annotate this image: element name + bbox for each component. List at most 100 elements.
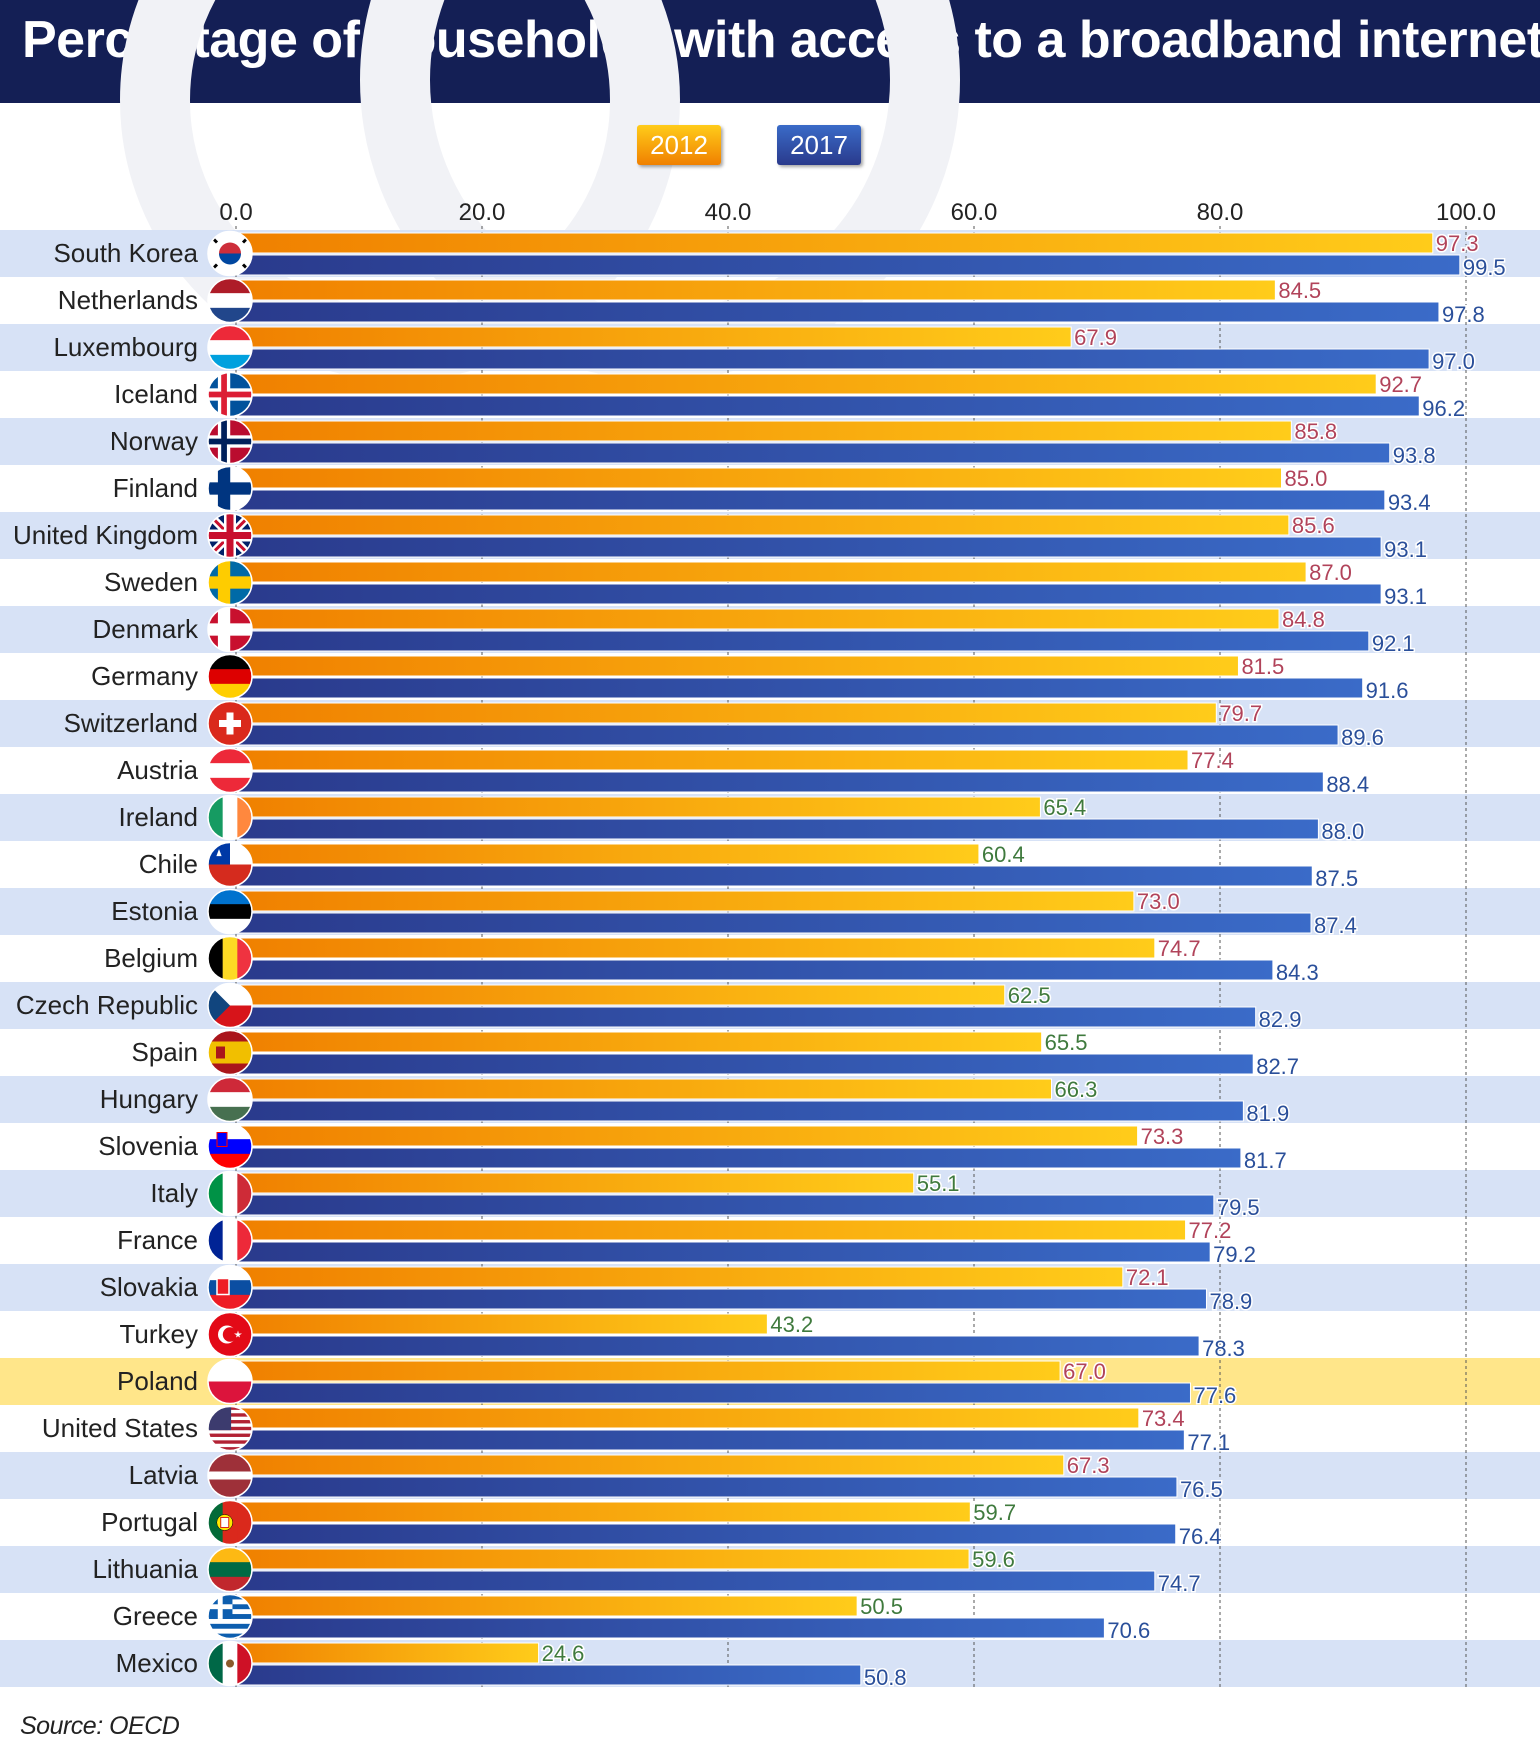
flag-rim (207, 559, 253, 606)
category-label: Finland (113, 473, 198, 503)
x-tick-label: 40.0 (705, 199, 752, 226)
category-label: Ireland (119, 802, 199, 832)
flag-body (208, 1406, 252, 1451)
bar-2017 (235, 1382, 1191, 1404)
flag-italy-icon (207, 1170, 253, 1217)
flag-stripe (208, 1628, 252, 1635)
flag-rim (207, 1029, 253, 1076)
flag-taeguk (219, 242, 241, 254)
category-label: Norway (110, 426, 198, 456)
flag-portugal-icon (207, 1499, 253, 1546)
bar-2017 (235, 1335, 1200, 1357)
flag-stripe (208, 1280, 252, 1296)
flag-stripe (208, 864, 252, 887)
flag-stripe (208, 1471, 252, 1480)
bar-2017 (235, 818, 1319, 840)
flag-stripe (208, 1500, 224, 1545)
category-label: Poland (117, 1366, 198, 1396)
category-label: Netherlands (58, 285, 198, 315)
value-label-2017: 93.1 (1384, 584, 1427, 609)
flag-rim (207, 606, 253, 653)
value-label-2012: 59.6 (972, 1547, 1015, 1572)
category-label: United States (42, 1413, 198, 1443)
value-label-2012: 81.5 (1241, 654, 1284, 679)
flag-austria-icon (207, 747, 253, 794)
flag-chile-icon (207, 841, 253, 888)
flag-body (208, 1359, 252, 1404)
value-label-2017: 89.6 (1341, 725, 1384, 750)
flag-stripe (208, 1171, 224, 1216)
bar-2012 (235, 467, 1282, 489)
flag-rim (207, 277, 253, 324)
category-label: Hungary (100, 1084, 198, 1114)
flag-czech-republic-icon (207, 982, 253, 1029)
bar-2017 (235, 1523, 1177, 1545)
bar-2012 (235, 561, 1307, 583)
category-label: Portugal (101, 1507, 198, 1537)
flag-stripe (208, 1052, 252, 1064)
flag-body (208, 419, 252, 464)
value-label-2017: 82.9 (1259, 1007, 1302, 1032)
flag-rim (207, 888, 253, 935)
value-label-2017: 50.8 (864, 1665, 907, 1690)
flag-stripe (208, 669, 252, 685)
x-tick-label: 60.0 (951, 199, 998, 226)
bar-2017 (235, 912, 1312, 934)
flag-body (208, 372, 252, 417)
value-label-2017: 87.4 (1314, 913, 1357, 938)
category-label: South Korea (53, 238, 198, 268)
bar-2012 (235, 890, 1135, 912)
flag-body (208, 1453, 252, 1498)
flag-lithuania-icon (207, 1546, 253, 1593)
flag-rim (207, 1264, 253, 1311)
flag-body (208, 1030, 252, 1075)
value-label-2012: 84.5 (1278, 278, 1321, 303)
bar-2017 (235, 677, 1364, 699)
bar-2017 (235, 442, 1391, 464)
bar-2012 (235, 1360, 1061, 1382)
legend-2012: 2012 (637, 125, 721, 165)
value-label-2012: 97.3 (1436, 231, 1479, 256)
flag-france-icon (207, 1217, 253, 1264)
flag-poland-icon (207, 1358, 253, 1405)
bar-2012 (235, 749, 1189, 771)
flag-stripe (208, 1218, 224, 1263)
bar-2012 (235, 1031, 1043, 1053)
category-label: Sweden (104, 567, 198, 597)
flag-sweden-icon (207, 559, 253, 606)
bar-2012 (235, 420, 1292, 442)
bar-2012 (235, 326, 1072, 348)
flag-slovakia-icon (207, 1264, 253, 1311)
flag-body (208, 701, 252, 746)
value-label-2017: 81.9 (1246, 1101, 1289, 1126)
value-label-2017: 93.4 (1388, 490, 1431, 515)
flag-rim (207, 371, 253, 418)
bar-2012 (235, 1548, 970, 1570)
category-label: Luxembourg (53, 332, 198, 362)
value-label-2012: 55.1 (917, 1171, 960, 1196)
flag-stripe (208, 1139, 252, 1155)
flag-rim (207, 1405, 253, 1452)
value-label-2012: 74.7 (1158, 936, 1201, 961)
value-label-2012: 62.5 (1008, 983, 1051, 1008)
flag-rim (207, 230, 253, 277)
flag-slovenia-icon (207, 1123, 253, 1170)
flag-stripe (222, 936, 238, 981)
value-label-2012: 67.9 (1074, 325, 1117, 350)
flag-netherlands-icon (207, 277, 253, 324)
flag-stripe (208, 1618, 252, 1625)
bar-2017 (235, 1664, 862, 1686)
bar-2017 (235, 301, 1440, 323)
legend-2017: 2017 (777, 125, 861, 165)
bar-2012 (235, 1501, 971, 1523)
value-label-2012: 92.7 (1379, 372, 1422, 397)
flag-stripe (208, 1077, 252, 1093)
flag-germany-icon (207, 653, 253, 700)
value-label-2017: 74.7 (1158, 1571, 1201, 1596)
flag-rim (207, 1452, 253, 1499)
value-labels: 97.399.5 84.5 97.8 67.9 97.0 92.796.2 85.8 93.8… (540, 230, 1507, 1692)
flag-stripe (208, 1562, 252, 1578)
value-label-2012: 65.4 (1043, 795, 1086, 820)
value-label-2017: 92.1 (1372, 631, 1415, 656)
bars (235, 232, 1461, 1686)
